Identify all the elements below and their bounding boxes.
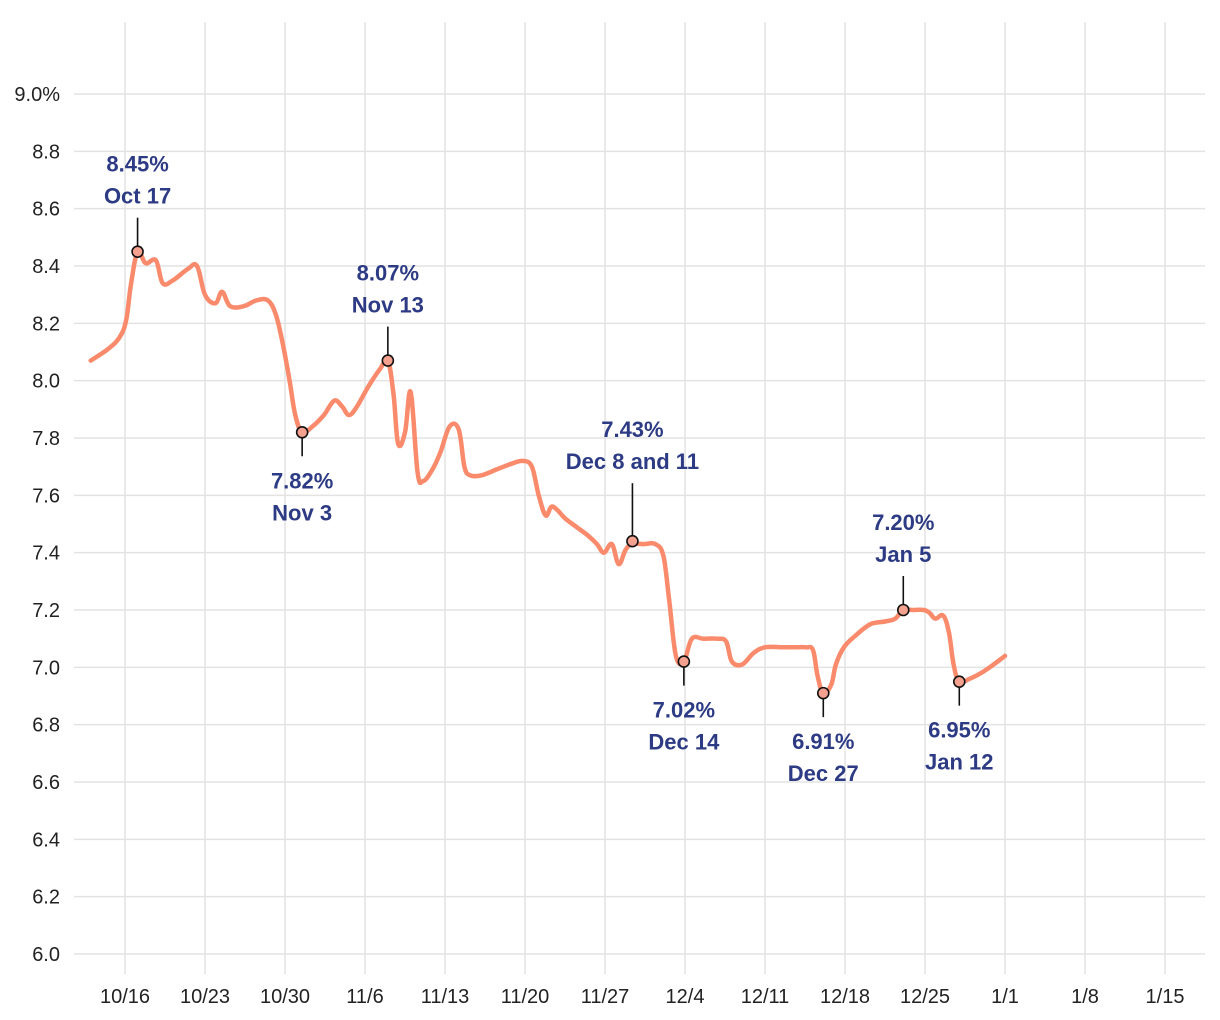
y-tick-label: 7.2 xyxy=(32,600,60,622)
annotation-marker xyxy=(677,655,691,668)
annotation-marker xyxy=(626,534,639,548)
annotation-date: Nov 13 xyxy=(352,293,424,318)
x-tick-label: 1/1 xyxy=(991,986,1019,1008)
annotation-layer: 8.45% Oct 17 7.82% Nov 3 8.07% Nov 13 7.43% Dec… xyxy=(104,152,994,786)
annotation-date: Jan 5 xyxy=(875,542,931,567)
annotation-marker xyxy=(896,603,910,617)
series-layer xyxy=(88,248,1008,696)
annotation-value: 7.43% xyxy=(601,417,663,442)
x-tick-label: 12/18 xyxy=(820,986,870,1008)
y-tick-label: 7.4 xyxy=(32,543,60,565)
x-tick-label: 1/15 xyxy=(1146,986,1185,1008)
y-tick-label: 6.8 xyxy=(32,715,60,737)
axis-labels: 10/16 10/23 10/30 11/6 11/13 11/20 11/27 12/4 12… xyxy=(14,84,1184,1008)
annotation-marker xyxy=(381,354,395,367)
y-tick-label: 7.0 xyxy=(32,657,60,679)
y-tick-label: 8.0 xyxy=(32,371,60,393)
annotation-date: Jan 12 xyxy=(925,750,994,775)
annotation-date: Nov 3 xyxy=(272,500,332,525)
x-tick-label: 1/8 xyxy=(1071,986,1099,1008)
annotation-value: 7.02% xyxy=(653,698,715,723)
y-tick-label: 8.2 xyxy=(32,313,60,335)
annotation-value: 8.45% xyxy=(106,152,168,177)
y-tick-label: 6.0 xyxy=(32,944,60,966)
y-tick-label: 6.6 xyxy=(32,772,60,794)
y-tick-label: 8.6 xyxy=(32,199,60,221)
x-tick-label: 11/27 xyxy=(581,986,630,1008)
annotation-value: 8.07% xyxy=(357,261,419,286)
annotation-value: 7.20% xyxy=(872,510,934,535)
annotation-date: Oct 17 xyxy=(104,184,171,209)
y-tick-label: 8.8 xyxy=(32,141,60,163)
x-tick-label: 10/30 xyxy=(260,986,310,1008)
x-tick-label: 12/25 xyxy=(900,986,950,1008)
annotation-date: Dec 27 xyxy=(788,761,859,786)
annotation-value: 6.95% xyxy=(928,718,990,743)
x-tick-label: 12/4 xyxy=(666,986,705,1008)
x-tick-label: 10/16 xyxy=(100,986,150,1008)
y-tick-label: 8.4 xyxy=(32,256,60,278)
grid-layer xyxy=(74,22,1205,974)
x-tick-label: 12/11 xyxy=(741,986,790,1008)
x-tick-label: 11/6 xyxy=(346,986,383,1008)
x-tick-label: 10/23 xyxy=(180,986,230,1008)
y-tick-label: 6.4 xyxy=(32,829,60,851)
x-tick-label: 11/20 xyxy=(501,986,550,1008)
annotation-marker xyxy=(295,425,309,439)
y-tick-label: 7.8 xyxy=(32,428,60,450)
y-tick-label: 9.0% xyxy=(14,84,60,106)
annotation-marker xyxy=(952,675,966,688)
x-tick-label: 11/13 xyxy=(421,986,470,1008)
annotation-date: Dec 14 xyxy=(648,730,720,755)
series-line-rate xyxy=(88,248,1008,696)
y-tick-label: 6.2 xyxy=(32,887,60,909)
annotation-value: 6.91% xyxy=(792,729,854,754)
annotation-marker xyxy=(816,686,830,700)
annotation-date: Dec 8 and 11 xyxy=(566,449,699,474)
y-tick-label: 7.6 xyxy=(32,485,60,507)
annotation-value: 7.82% xyxy=(271,468,333,493)
annotation-marker xyxy=(131,245,144,258)
